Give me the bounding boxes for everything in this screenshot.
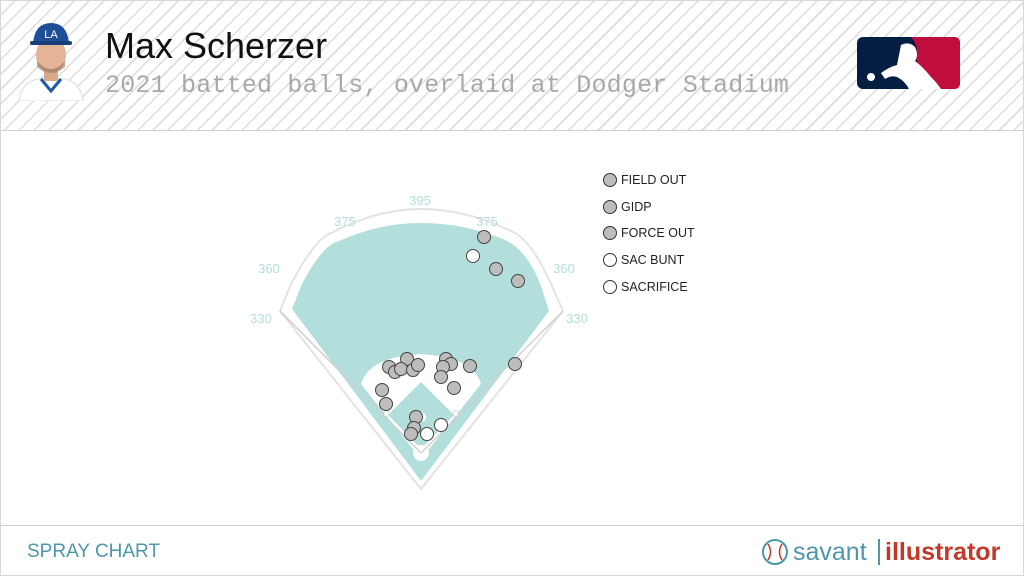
batted-ball-point — [434, 418, 448, 432]
batted-ball-point — [434, 370, 448, 384]
legend-label: SACRIFICE — [621, 279, 688, 294]
legend-label: FORCE OUT — [621, 226, 695, 241]
legend-marker — [603, 226, 617, 241]
legend-item-force-out: FORCE OUT — [603, 220, 695, 247]
batted-ball-point — [394, 362, 408, 376]
player-name: Max Scherzer — [105, 25, 328, 66]
chart-area: 330 360 375 395 375 360 330 FIELD OUT GI… — [1, 131, 1023, 525]
legend-item-field-out: FIELD OUT — [603, 167, 695, 194]
brand-illustrator: illustrator — [885, 538, 1001, 566]
spray-chart: 330 360 375 395 375 360 330 — [250, 193, 588, 491]
player-headshot: LA — [18, 23, 84, 101]
fence-label-right-field: 360 — [553, 261, 575, 276]
fence-label-left-line: 330 — [250, 311, 272, 326]
batted-ball-points — [375, 230, 525, 441]
batted-ball-point — [375, 383, 389, 397]
legend-label: FIELD OUT — [621, 173, 687, 188]
third-base — [383, 410, 390, 417]
legend-item-gidp: GIDP — [603, 194, 695, 221]
fence-label-right-center: 375 — [476, 214, 498, 229]
left-foul-line — [279, 310, 422, 454]
batted-ball-point — [463, 359, 477, 373]
legend-marker — [603, 199, 617, 214]
legend-marker — [603, 279, 617, 294]
batted-ball-point — [411, 358, 425, 372]
batted-ball-point — [420, 427, 434, 441]
legend-label: GIDP — [621, 199, 652, 214]
fence-label-left-field: 360 — [258, 261, 280, 276]
legend-item-sacrifice: SACRIFICE — [603, 273, 695, 300]
footer-title: SPRAY CHART — [27, 541, 161, 562]
mlb-logo — [857, 37, 960, 89]
header: LA Max Scherzer 2021 batted balls, overl… — [1, 1, 1023, 131]
legend-item-sac-bunt: SAC BUNT — [603, 247, 695, 274]
chart-subtitle: 2021 batted balls, overlaid at Dodger St… — [105, 71, 790, 100]
legend: FIELD OUT GIDP FORCE OUT SAC BUNT SACRIF… — [603, 167, 695, 300]
legend-marker — [603, 173, 617, 188]
batted-ball-point — [489, 262, 503, 276]
legend-label: SAC BUNT — [621, 253, 685, 268]
batted-ball-point — [447, 381, 461, 395]
baseball-icon — [762, 539, 788, 565]
batted-ball-point — [477, 230, 491, 244]
brand-savant: savant — [793, 538, 867, 566]
batted-ball-point — [508, 357, 522, 371]
svg-text:LA: LA — [44, 29, 58, 41]
first-base — [452, 410, 459, 417]
footer: SPRAY CHART savant illustrator — [1, 525, 1023, 575]
batted-ball-point — [404, 427, 418, 441]
fence-label-center: 395 — [409, 193, 431, 208]
batted-ball-point — [511, 274, 525, 288]
savant-illustrator-logo: savant illustrator — [762, 538, 1001, 566]
outfield-grass — [292, 223, 549, 481]
legend-marker — [603, 253, 617, 268]
batted-ball-point — [379, 397, 393, 411]
fence-label-left-center: 375 — [334, 214, 356, 229]
fence-label-right-line: 330 — [566, 311, 588, 326]
batted-ball-point — [466, 249, 480, 263]
